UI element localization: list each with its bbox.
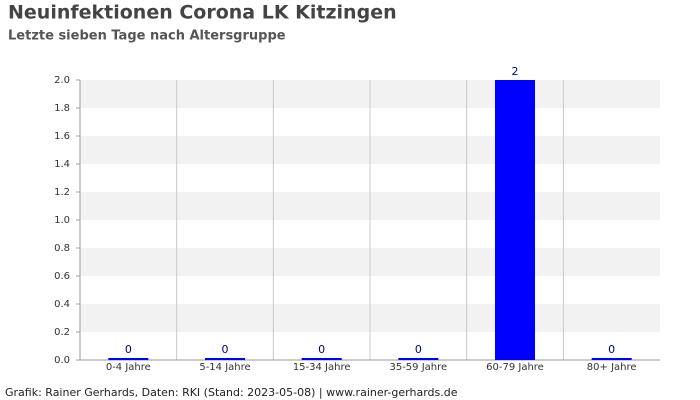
data-label: 0 — [125, 343, 132, 356]
data-label: 0 — [318, 343, 325, 356]
data-label: 2 — [512, 65, 519, 78]
bar — [495, 80, 535, 360]
footer: Grafik: Rainer Gerhards, Daten: RKI (Sta… — [5, 386, 458, 399]
y-tick-label: 0.8 — [54, 243, 70, 254]
x-tick-label: 60-79 Jahre — [486, 362, 544, 373]
data-label: 0 — [415, 343, 422, 356]
data-label: 0 — [222, 343, 229, 356]
y-tick-label: 0.6 — [54, 271, 70, 282]
data-label: 0 — [608, 343, 615, 356]
y-tick-label: 1.6 — [54, 131, 70, 142]
y-tick-label: 0.2 — [54, 327, 70, 338]
x-tick-label: 0-4 Jahre — [106, 362, 151, 373]
x-tick-label: 5-14 Jahre — [199, 362, 250, 373]
y-tick-label: 1.4 — [54, 159, 70, 170]
x-tick-label: 35-59 Jahre — [389, 362, 447, 373]
y-tick-label: 0.0 — [54, 355, 70, 366]
chart-title: Neuinfektionen Corona LK Kitzingen — [8, 2, 397, 24]
bar — [205, 358, 245, 360]
bar — [591, 358, 632, 360]
y-tick-label: 2.0 — [54, 75, 70, 86]
y-tick-label: 1.0 — [54, 215, 70, 226]
y-tick-label: 1.8 — [54, 103, 70, 114]
bar — [301, 358, 342, 360]
x-tick-label: 15-34 Jahre — [293, 362, 351, 373]
y-tick-label: 1.2 — [54, 187, 70, 198]
chart-subtitle: Letzte sieben Tage nach Altersgruppe — [8, 29, 286, 44]
x-tick-label: 80+ Jahre — [587, 362, 637, 373]
plot-area — [80, 80, 660, 360]
bar — [108, 358, 149, 360]
bar — [398, 358, 439, 360]
y-tick-label: 0.4 — [54, 299, 70, 310]
